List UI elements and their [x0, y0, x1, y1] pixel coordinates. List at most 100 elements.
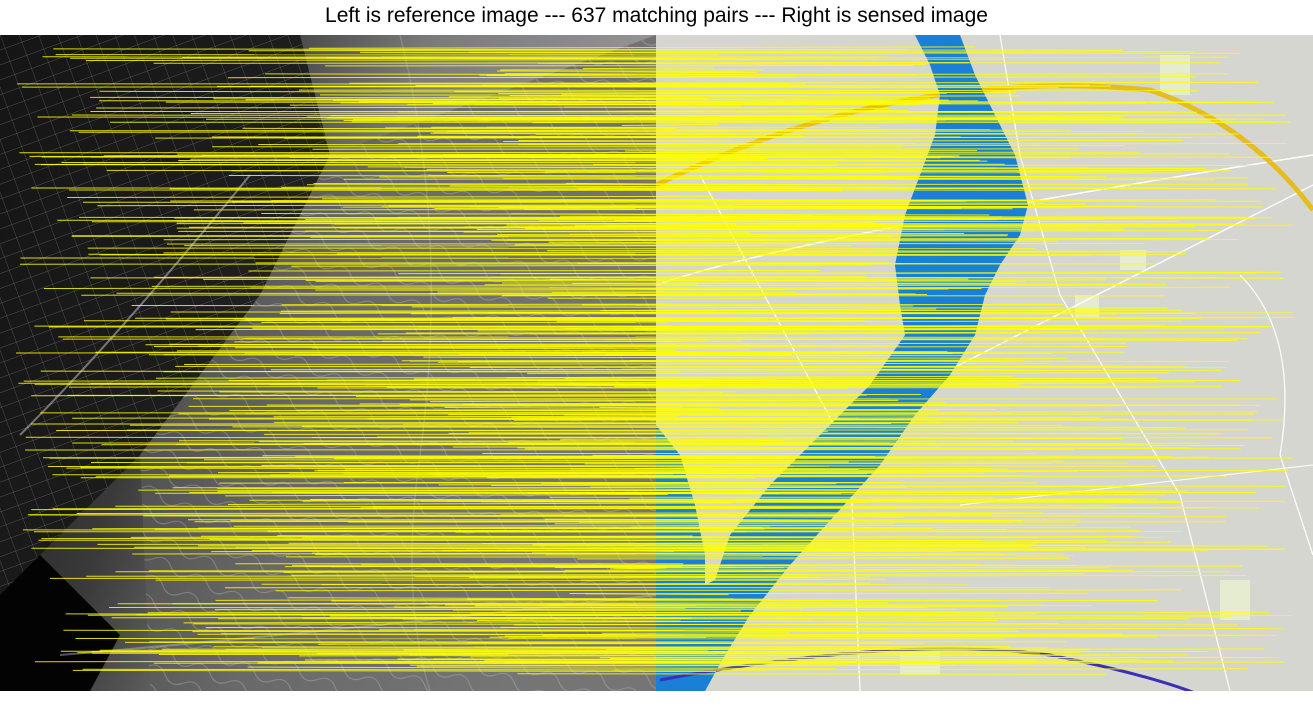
match-line: [82, 668, 766, 671]
match-line: [500, 513, 1161, 516]
match-line: [115, 505, 1212, 509]
match-line: [169, 343, 900, 347]
match-line: [358, 100, 979, 103]
match-lines: [15, 46, 1295, 675]
match-line: [258, 441, 935, 444]
match-line: [359, 402, 946, 405]
match-line: [590, 486, 1146, 488]
match-line: [612, 324, 1166, 327]
match-line: [490, 566, 1111, 569]
match-line: [228, 379, 712, 381]
match-line: [247, 666, 836, 670]
match-line: [423, 356, 1068, 359]
match-line: [177, 153, 683, 156]
match-line: [245, 338, 708, 341]
match-line: [563, 414, 929, 417]
match-line: [544, 170, 883, 172]
match-line: [111, 616, 1233, 619]
matching-figure-canvas: [0, 35, 1313, 691]
match-line: [452, 609, 742, 612]
match-line: [559, 215, 1247, 218]
match-line: [580, 578, 886, 581]
match-line: [564, 328, 749, 331]
match-line: [169, 475, 709, 478]
match-line: [565, 182, 719, 185]
match-line: [296, 408, 997, 411]
match-line: [151, 284, 1122, 287]
match-line: [197, 633, 1277, 636]
match-line: [470, 611, 994, 614]
match-line: [92, 527, 933, 530]
match-line: [95, 351, 948, 353]
match-line: [97, 203, 1086, 207]
match-line: [275, 589, 1183, 592]
match-line: [503, 139, 1183, 142]
match-line: [85, 59, 778, 61]
match-line: [67, 394, 921, 396]
match-line: [323, 661, 1284, 664]
match-line: [513, 623, 1059, 626]
match-line: [327, 117, 1063, 119]
match-line: [532, 121, 716, 124]
match-line: [52, 474, 1033, 477]
map-greenspace-3: [1220, 580, 1250, 620]
match-line: [549, 278, 709, 281]
reference-road-1: [19, 174, 251, 436]
match-line: [163, 237, 1209, 241]
match-line: [527, 372, 1170, 374]
map-greenspace-2: [1075, 295, 1099, 317]
match-line: [403, 649, 709, 652]
match-line: [500, 271, 1282, 275]
match-line: [333, 457, 1293, 460]
match-line: [66, 467, 1008, 470]
match-line: [31, 547, 1280, 550]
match-line: [509, 95, 936, 97]
match-line: [499, 636, 707, 638]
match-line: [257, 660, 1174, 663]
match-line: [273, 415, 678, 418]
match-line: [308, 46, 976, 49]
match-line: [488, 312, 1117, 315]
match-line: [205, 627, 1283, 630]
match-line: [411, 306, 1168, 309]
match-line: [486, 75, 797, 78]
match-line: [78, 130, 822, 133]
match-line: [397, 658, 760, 661]
match-line: [355, 395, 860, 398]
match-line: [537, 380, 1241, 382]
match-line: [497, 70, 744, 73]
match-line: [72, 669, 716, 672]
match-line: [610, 658, 1037, 661]
match-line: [90, 382, 674, 385]
match-line: [416, 664, 1087, 667]
match-line: [19, 151, 1140, 154]
match-line: [468, 51, 1196, 53]
map-road-5: [1239, 274, 1313, 556]
match-line: [86, 575, 1247, 577]
match-line: [504, 471, 1021, 474]
match-line: [444, 156, 1071, 159]
match-line: [600, 308, 937, 311]
match-line: [71, 234, 1009, 237]
match-line: [425, 606, 928, 609]
match-line: [511, 213, 814, 216]
match-line: [99, 649, 740, 652]
match-line: [232, 426, 1187, 429]
match-line: [217, 489, 752, 492]
match-line: [511, 416, 973, 419]
match-line: [231, 200, 1051, 203]
match-line: [291, 264, 872, 267]
match-line: [63, 629, 1020, 632]
match-line: [291, 573, 1085, 576]
match-line: [468, 432, 1218, 435]
match-line: [564, 569, 1113, 572]
match-line: [592, 550, 675, 552]
match-line: [165, 318, 733, 320]
reference-dark-corner: [0, 555, 120, 691]
match-line: [261, 464, 1157, 467]
match-line: [298, 89, 1199, 92]
match-line: [461, 418, 1282, 421]
match-line: [603, 338, 1238, 341]
match-line: [225, 493, 668, 497]
match-line: [631, 526, 1131, 529]
